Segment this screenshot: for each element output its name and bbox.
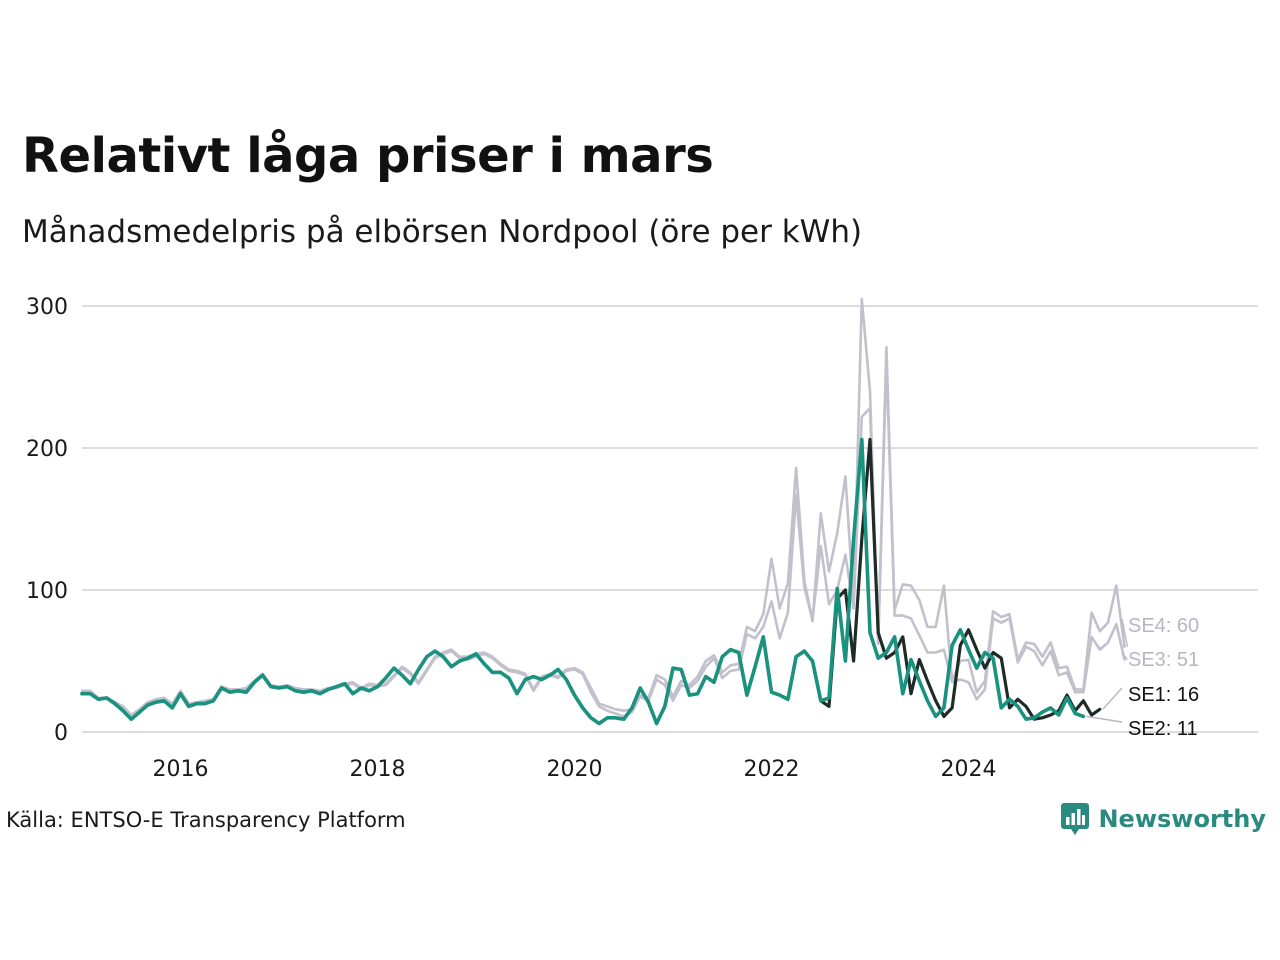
x-tick-label: 2020 — [547, 757, 603, 782]
end-label-se1: SE1: 16 — [1128, 684, 1199, 706]
series-line-se2 — [80, 437, 1086, 726]
source-note: Källa: ENTSO-E Transparency Platform — [6, 808, 406, 832]
y-tick-label: 0 — [54, 721, 68, 746]
newsworthy-logo-icon — [1061, 803, 1090, 835]
x-tick-label: 2024 — [941, 757, 997, 782]
x-tick-label: 2018 — [350, 757, 406, 782]
y-tick-label: 300 — [26, 295, 68, 320]
end-label-leader-se1 — [1102, 687, 1123, 710]
y-tick-label: 200 — [26, 437, 68, 462]
line-chart: 0 100 200 300 2016 2018 2020 2022 2024 SE4: 60 SE3… — [26, 295, 1258, 782]
end-label-leader-se2 — [1086, 715, 1123, 723]
brand-logo: Newsworthy — [1060, 802, 1266, 836]
y-tick-label: 100 — [26, 579, 68, 604]
chart-title: Relativt låga priser i mars — [22, 128, 714, 184]
x-tick-label: 2016 — [153, 757, 209, 782]
x-tick-label: 2022 — [744, 757, 800, 782]
end-label-se2: SE2: 11 — [1128, 718, 1198, 740]
end-label-se3: SE3: 51 — [1128, 649, 1199, 671]
end-label-se4: SE4: 60 — [1128, 615, 1199, 637]
chart-subtitle: Månadsmedelpris på elbörsen Nordpool (ör… — [22, 214, 863, 250]
brand-name: Newsworthy — [1098, 805, 1266, 833]
end-label-leader-se3 — [1121, 652, 1128, 661]
end-label-leader-se4 — [1121, 618, 1129, 647]
